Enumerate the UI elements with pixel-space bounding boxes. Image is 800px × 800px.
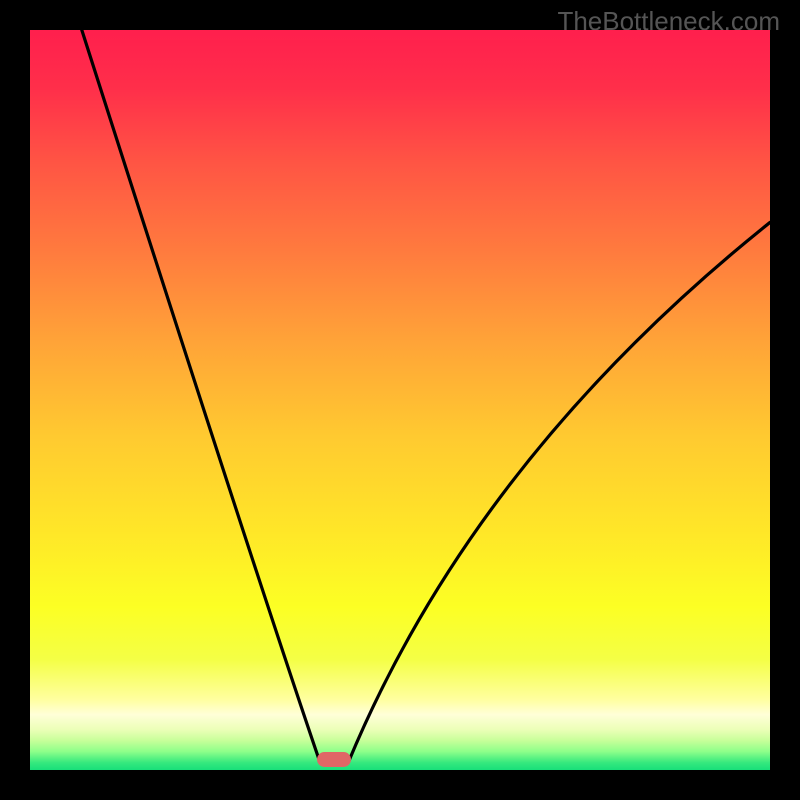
chart-frame: TheBottleneck.com [0,0,800,800]
v-curve [30,30,770,770]
plot-area [30,30,770,770]
bottleneck-marker [317,752,351,767]
